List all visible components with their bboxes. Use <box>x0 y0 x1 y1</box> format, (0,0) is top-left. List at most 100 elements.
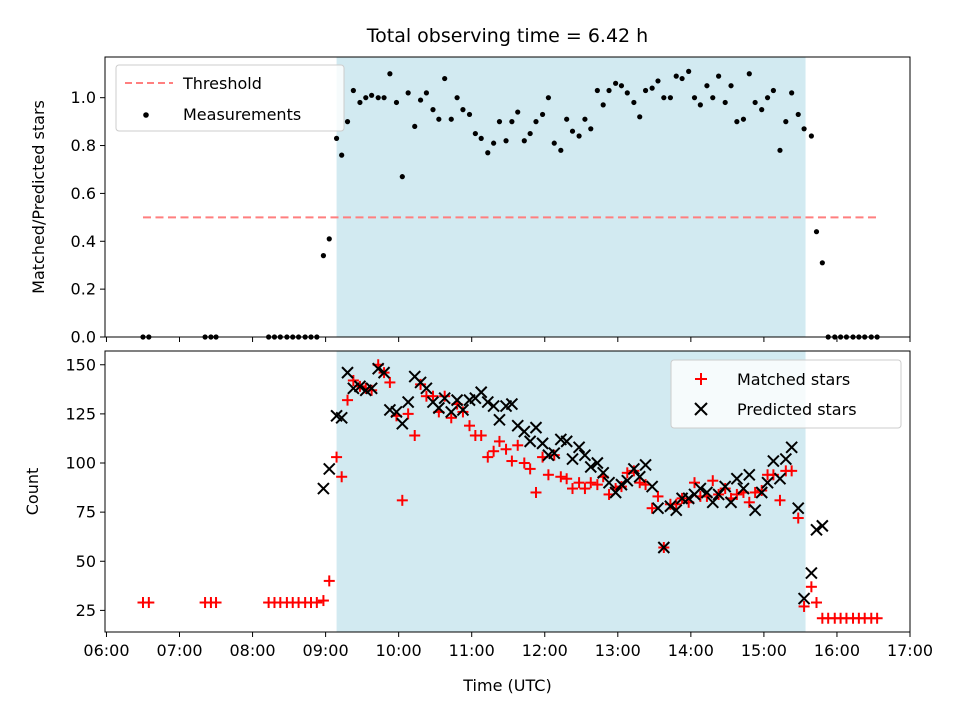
measurement-point <box>399 174 405 180</box>
measurement-point <box>740 116 747 122</box>
y-tick-label: 0.6 <box>71 184 96 203</box>
matched-star-point <box>542 469 554 481</box>
predicted-star-point <box>627 462 641 476</box>
matched-star-point <box>731 488 743 500</box>
measurement-point <box>594 87 600 94</box>
predicted-star-point <box>761 476 774 489</box>
measurement-point <box>357 99 363 106</box>
legend-measurements-label: Measurements <box>183 105 301 124</box>
y-tick-label: 1.0 <box>71 88 96 107</box>
measurement-point <box>491 140 497 146</box>
predicted-star-point <box>438 391 451 405</box>
measurement-point <box>369 92 375 98</box>
x-tick-label: 11:00 <box>449 641 495 660</box>
matched-star-point <box>336 471 348 483</box>
measurement-point <box>770 87 776 94</box>
predicted-star-point <box>584 460 597 474</box>
predicted-star-point <box>657 541 671 554</box>
matched-star-point <box>500 443 512 455</box>
ratio-legend-box <box>115 64 345 132</box>
matched-star-point <box>311 597 323 609</box>
measurement-point <box>539 111 546 118</box>
y-tick-label: 75 <box>76 503 96 522</box>
matched-star-point <box>396 494 408 506</box>
matched-star-point <box>518 457 530 469</box>
x-tick-label: 06:00 <box>83 641 129 660</box>
predicted-star-point <box>596 466 610 480</box>
legend-threshold-label: Threshold <box>182 74 262 93</box>
matched-star-point <box>646 502 658 514</box>
ratio-axis-ticks: 0.0 0.2 0.4 0.6 0.8 1.0 <box>71 88 911 347</box>
measurement-point <box>813 229 820 235</box>
measurement-point <box>564 116 570 122</box>
predicted-star-point <box>609 486 622 499</box>
predicted-star-point <box>578 448 592 462</box>
matched-star-point <box>561 473 573 485</box>
measurement-point <box>637 114 643 120</box>
matched-star-point <box>579 483 591 495</box>
measurement-point <box>710 95 716 101</box>
predicted-star-point <box>445 405 458 419</box>
predicted-star-point <box>797 592 811 605</box>
predicted-star-point <box>396 417 409 430</box>
measurement-point <box>460 107 466 113</box>
measurement-point <box>588 126 594 132</box>
measurement-point <box>819 260 825 266</box>
measurement-point <box>509 119 515 125</box>
measurement-point <box>789 90 795 96</box>
measurement-point <box>606 87 612 94</box>
measurement-point <box>642 87 649 94</box>
legend-matched-label: Matched stars <box>737 370 850 389</box>
measurement-point <box>764 95 771 101</box>
predicted-star-point <box>755 486 768 499</box>
measurement-point <box>600 102 606 108</box>
count-plot-frame <box>104 350 911 633</box>
matched-star-point <box>786 465 798 477</box>
matched-star-point <box>475 429 487 441</box>
measurement-point <box>759 107 765 113</box>
y-tick-label: 0.4 <box>71 232 96 251</box>
predicted-star-point <box>670 503 683 517</box>
predicted-star-point <box>785 441 798 454</box>
predicted-star-point <box>805 566 818 580</box>
measurement-point <box>716 73 722 79</box>
predicted-star-point <box>730 472 744 485</box>
measurement-point <box>801 126 807 132</box>
predicted-star-point <box>371 362 385 375</box>
count-plot-marks <box>137 359 883 624</box>
ratio-plot-frame <box>104 56 911 338</box>
count-y-axis-label: Count <box>23 468 42 516</box>
matched-star-point <box>347 374 359 386</box>
predicted-star-point <box>621 474 634 487</box>
matched-star-point <box>805 581 817 593</box>
x-tick-label: 12:00 <box>522 641 568 660</box>
legend-matched-swatch <box>695 373 707 385</box>
predicted-star-point <box>706 496 719 509</box>
measurement-point <box>533 119 539 125</box>
matched-star-point <box>798 600 810 612</box>
predicted-star-point <box>335 411 348 425</box>
measurement-point <box>576 133 582 139</box>
x-tick-label: 17:00 <box>887 641 933 660</box>
measurement-point <box>496 119 503 125</box>
predicted-star-point <box>518 425 531 438</box>
legend-measurements-swatch <box>143 112 149 118</box>
predicted-star-point <box>365 382 378 395</box>
predicted-star-point <box>377 366 391 379</box>
x-tick-label: 14:00 <box>668 641 714 660</box>
measurement-point <box>375 95 381 101</box>
predicted-star-point <box>390 405 403 419</box>
measurement-point <box>558 147 564 153</box>
y-tick-label: 0.2 <box>71 280 96 299</box>
predicted-star-point <box>432 401 446 415</box>
x-tick-label: 08:00 <box>230 641 276 660</box>
measurement-point <box>515 109 521 115</box>
measurement-point <box>783 119 789 125</box>
predicted-star-point <box>481 395 494 409</box>
count-legend: Matched stars Predicted stars <box>670 359 902 429</box>
measurement-point <box>569 128 576 134</box>
measurement-point <box>808 133 814 139</box>
measurement-point <box>381 95 387 101</box>
measurement-point <box>326 236 332 242</box>
predicted-star-point <box>353 380 367 393</box>
